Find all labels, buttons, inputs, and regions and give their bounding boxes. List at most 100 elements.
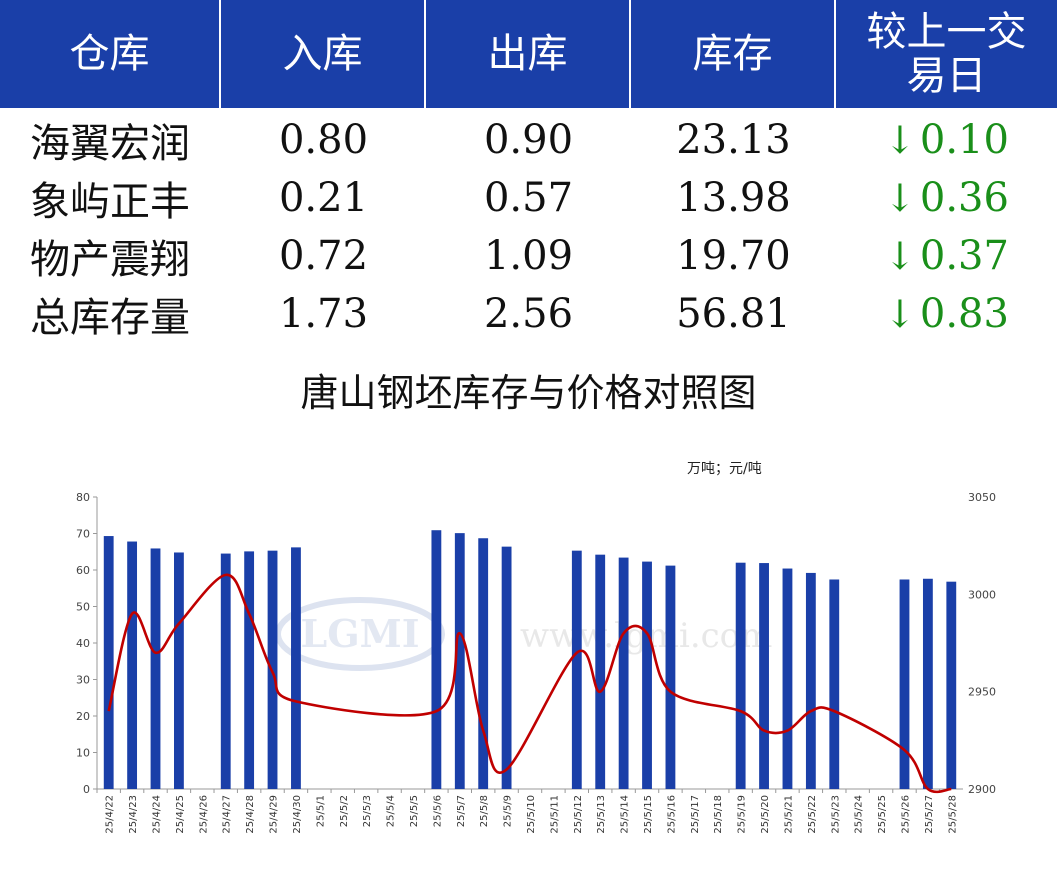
x-tick-label: 25/5/26 bbox=[900, 795, 911, 834]
change-value: 0.10 bbox=[919, 117, 1009, 163]
stock-value: 56.81 bbox=[676, 291, 791, 337]
x-tick-label: 25/5/10 bbox=[526, 795, 537, 834]
inventory-table: 仓库 入库 出库 库存 较上一交易日 海翼宏润 0.80 0.90 23.13 ↓ 0.1… bbox=[0, 0, 1057, 343]
bar bbox=[571, 550, 582, 789]
y-left-tick-label: 20 bbox=[76, 710, 90, 723]
stock-value: 19.70 bbox=[676, 233, 791, 279]
stock-value: 13.98 bbox=[676, 175, 791, 221]
table-row: 海翼宏润 0.80 0.90 23.13 ↓ 0.10 bbox=[0, 111, 1057, 169]
y-right-tick-label: 3000 bbox=[968, 588, 996, 601]
watermark-logo-icon bbox=[275, 597, 445, 671]
x-tick-label: 25/5/1 bbox=[315, 795, 326, 827]
chart-svg: LGMIwww.lgmi.com010203040506070802900295… bbox=[76, 491, 996, 834]
x-tick-label: 25/5/5 bbox=[409, 795, 420, 827]
x-tick-label: 25/5/19 bbox=[737, 795, 748, 834]
bar bbox=[829, 579, 840, 789]
x-tick-label: 25/5/16 bbox=[666, 795, 677, 834]
y-left-tick-label: 80 bbox=[76, 491, 90, 504]
header-outbound: 出库 bbox=[426, 0, 631, 108]
x-tick-label: 25/5/12 bbox=[573, 795, 584, 834]
warehouse-name: 总库存量 bbox=[30, 295, 190, 341]
x-tick-label: 25/5/6 bbox=[432, 795, 443, 827]
x-tick-label: 25/5/27 bbox=[924, 795, 935, 834]
y-left-tick-label: 10 bbox=[76, 747, 90, 760]
y-right-tick-label: 2950 bbox=[968, 686, 996, 699]
x-tick-label: 25/5/18 bbox=[713, 795, 724, 834]
y-right-tick-label: 3050 bbox=[968, 491, 996, 504]
x-tick-label: 25/5/14 bbox=[620, 795, 631, 834]
header-change: 较上一交易日 bbox=[866, 9, 1027, 99]
bar bbox=[618, 557, 629, 789]
bar bbox=[454, 533, 465, 789]
bar bbox=[665, 565, 676, 789]
x-tick-label: 25/4/26 bbox=[198, 795, 209, 834]
bar bbox=[220, 553, 231, 789]
bar bbox=[478, 538, 489, 789]
y-left-tick-label: 30 bbox=[76, 674, 90, 687]
header-stock: 库存 bbox=[631, 0, 836, 108]
watermark-logo-text: LGMI bbox=[300, 611, 419, 656]
inbound-value: 0.21 bbox=[278, 175, 369, 221]
outbound-value: 0.90 bbox=[483, 117, 574, 163]
x-tick-label: 25/4/24 bbox=[152, 795, 163, 834]
x-tick-label: 25/4/30 bbox=[292, 795, 303, 834]
bar bbox=[501, 546, 512, 789]
bar bbox=[291, 547, 301, 789]
y-left-tick-label: 50 bbox=[76, 601, 90, 614]
y-left-tick-label: 60 bbox=[76, 564, 90, 577]
table-row: 物产震翔 0.72 1.09 19.70 ↓ 0.37 bbox=[0, 227, 1057, 285]
change-value: 0.83 bbox=[919, 291, 1009, 337]
x-tick-label: 25/4/22 bbox=[105, 795, 116, 834]
x-tick-label: 25/5/11 bbox=[549, 795, 560, 834]
stock-value: 23.13 bbox=[676, 117, 791, 163]
table-header: 仓库 入库 出库 库存 较上一交易日 bbox=[0, 0, 1057, 108]
x-tick-label: 25/5/25 bbox=[877, 795, 888, 834]
bar bbox=[759, 563, 769, 789]
change-value: 0.36 bbox=[919, 175, 1009, 221]
bar bbox=[782, 568, 793, 789]
x-tick-label: 25/5/15 bbox=[643, 795, 654, 834]
x-tick-label: 25/4/29 bbox=[269, 795, 280, 834]
price-line bbox=[107, 573, 952, 794]
header-warehouse: 仓库 bbox=[0, 0, 221, 108]
bar bbox=[735, 562, 746, 789]
change-cell: ↓ 0.10 bbox=[836, 117, 1057, 163]
bar bbox=[595, 554, 606, 789]
down-arrow-icon: ↓ bbox=[884, 176, 916, 220]
header-inbound: 入库 bbox=[221, 0, 426, 108]
down-arrow-icon: ↓ bbox=[884, 234, 916, 278]
x-tick-label: 25/5/24 bbox=[854, 795, 865, 834]
y-left-tick-label: 40 bbox=[76, 637, 90, 650]
down-arrow-icon: ↓ bbox=[884, 292, 916, 336]
inbound-value: 1.73 bbox=[278, 291, 369, 337]
x-tick-label: 25/5/28 bbox=[947, 795, 958, 834]
warehouse-name: 海翼宏润 bbox=[30, 121, 190, 167]
chart-area: 唐山钢坯库存与价格对照图 万吨；元/吨 LGMIwww.lgmi.com0102… bbox=[0, 342, 1057, 895]
bar bbox=[922, 578, 933, 789]
bar bbox=[431, 530, 442, 789]
x-tick-label: 25/5/8 bbox=[479, 795, 490, 827]
bar bbox=[805, 572, 816, 789]
x-tick-label: 25/4/28 bbox=[245, 795, 256, 834]
x-tick-label: 25/5/17 bbox=[690, 795, 701, 834]
change-value: 0.37 bbox=[919, 233, 1009, 279]
bar bbox=[127, 541, 138, 789]
outbound-value: 0.57 bbox=[483, 175, 574, 221]
y-right-tick-label: 2900 bbox=[968, 783, 996, 796]
chart-title: 唐山钢坯库存与价格对照图 bbox=[300, 371, 757, 415]
change-cell: ↓ 0.36 bbox=[836, 175, 1057, 221]
x-tick-label: 25/5/4 bbox=[386, 795, 397, 827]
unit-label: 万吨；元/吨 bbox=[687, 461, 762, 477]
x-tick-label: 25/5/22 bbox=[807, 795, 818, 834]
bar bbox=[244, 551, 255, 789]
warehouse-name: 物产震翔 bbox=[30, 237, 190, 283]
outbound-value: 1.09 bbox=[483, 233, 574, 279]
x-tick-label: 25/5/3 bbox=[362, 795, 373, 827]
bar bbox=[103, 536, 114, 789]
bar bbox=[150, 548, 161, 789]
y-left-tick-label: 0 bbox=[83, 783, 90, 796]
x-tick-label: 25/4/25 bbox=[175, 795, 186, 834]
x-tick-label: 25/4/23 bbox=[128, 795, 139, 834]
x-tick-label: 25/5/9 bbox=[503, 795, 514, 827]
inbound-value: 0.72 bbox=[278, 233, 369, 279]
